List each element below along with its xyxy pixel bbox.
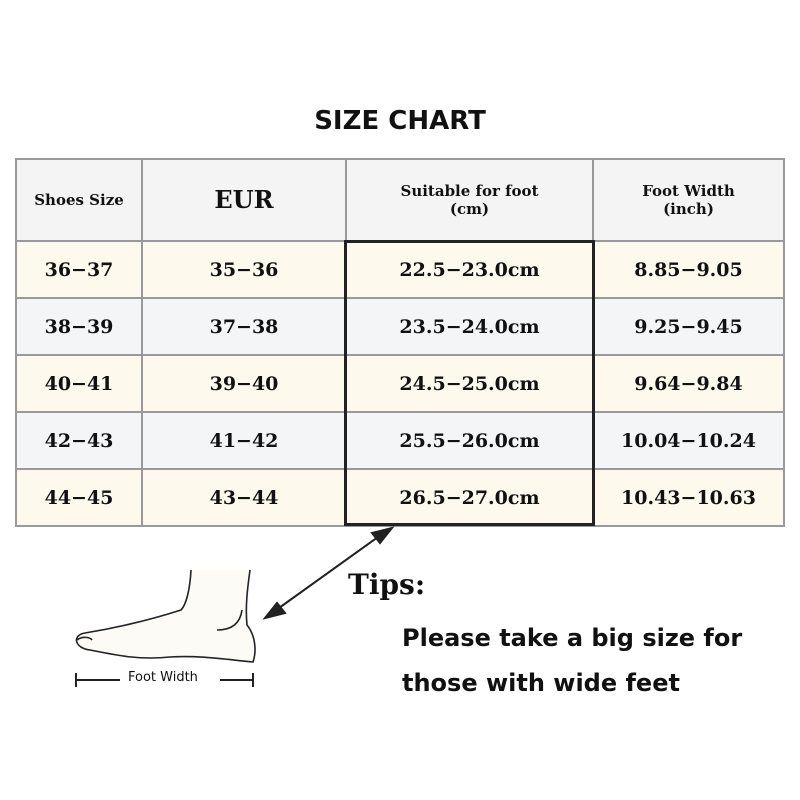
cell-shoes-size: 40−41 bbox=[15, 354, 143, 413]
cell-foot-width: 9.25−9.45 bbox=[592, 297, 785, 356]
cell-eur: 39−40 bbox=[141, 354, 347, 413]
cell-foot-length: 25.5−26.0cm bbox=[345, 411, 594, 470]
header-eur: EUR bbox=[141, 158, 347, 242]
cell-shoes-size: 44−45 bbox=[15, 468, 143, 527]
table-row: 42−43 41−42 25.5−26.0cm 10.04−10.24 bbox=[15, 411, 785, 470]
table-row: 38−39 37−38 23.5−24.0cm 9.25−9.45 bbox=[15, 297, 785, 356]
cell-foot-width: 10.43−10.63 bbox=[592, 468, 785, 527]
cell-eur: 37−38 bbox=[141, 297, 347, 356]
cell-foot-length: 24.5−25.0cm bbox=[345, 354, 594, 413]
cell-eur: 43−44 bbox=[141, 468, 347, 527]
foot-width-measure-icon bbox=[75, 673, 254, 687]
cell-shoes-size: 36−37 bbox=[15, 240, 143, 299]
size-chart-table: Shoes Size EUR Suitable for foot (cm) Foo… bbox=[15, 158, 785, 527]
cell-eur: 35−36 bbox=[141, 240, 347, 299]
foot-icon bbox=[75, 569, 256, 663]
cell-foot-width: 10.04−10.24 bbox=[592, 411, 785, 470]
cell-eur: 41−42 bbox=[141, 411, 347, 470]
double-arrow-icon bbox=[262, 526, 395, 620]
cell-shoes-size: 38−39 bbox=[15, 297, 143, 356]
tips-heading: Tips: bbox=[348, 568, 426, 601]
foot-width-label: Foot Width bbox=[128, 670, 198, 685]
header-foot-length: Suitable for foot (cm) bbox=[345, 158, 594, 242]
cell-foot-width: 9.64−9.84 bbox=[592, 354, 785, 413]
table-header-row: Shoes Size EUR Suitable for foot (cm) Foo… bbox=[15, 158, 785, 242]
header-foot-width: Foot Width (inch) bbox=[592, 158, 785, 242]
tips-line-1: Please take a big size for bbox=[402, 624, 743, 652]
tips-line-2: those with wide feet bbox=[402, 669, 680, 697]
cell-shoes-size: 42−43 bbox=[15, 411, 143, 470]
cell-foot-length: 26.5−27.0cm bbox=[345, 468, 594, 527]
table-row: 40−41 39−40 24.5−25.0cm 9.64−9.84 bbox=[15, 354, 785, 413]
page-title: SIZE CHART bbox=[314, 106, 486, 136]
table-row: 36−37 35−36 22.5−23.0cm 8.85−9.05 bbox=[15, 240, 785, 299]
cell-foot-length: 23.5−24.0cm bbox=[345, 297, 594, 356]
table-row: 44−45 43−44 26.5−27.0cm 10.43−10.63 bbox=[15, 468, 785, 527]
header-shoes-size: Shoes Size bbox=[15, 158, 143, 242]
cell-foot-width: 8.85−9.05 bbox=[592, 240, 785, 299]
